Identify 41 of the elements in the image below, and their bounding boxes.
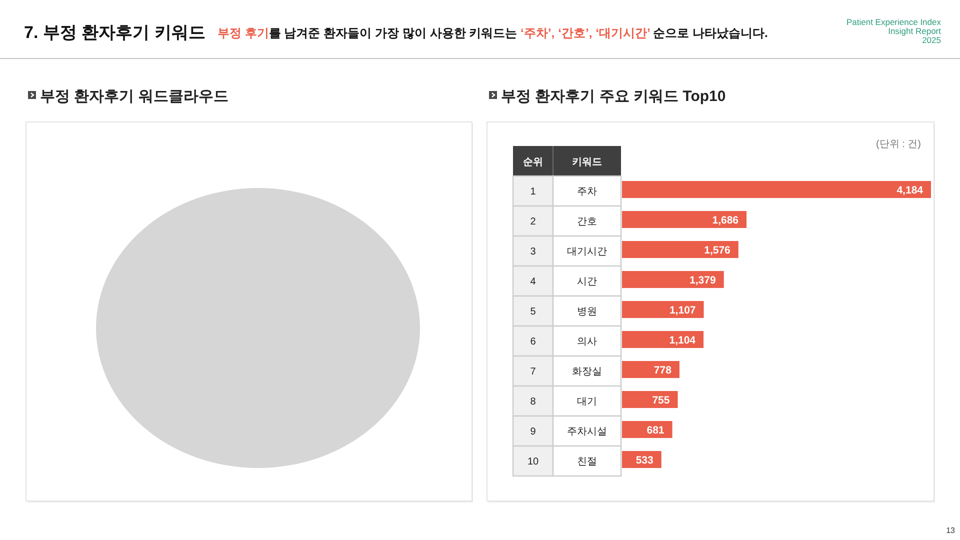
data-label: 755 xyxy=(652,394,670,406)
y2-tick-label: 6 xyxy=(530,336,536,348)
y2-tick-label: 8 xyxy=(530,396,536,408)
y-tick-label: 간호 xyxy=(577,216,597,228)
y2-tick-label: 9 xyxy=(530,426,536,438)
text: Patient Experience Index xyxy=(846,17,942,27)
data-label: 533 xyxy=(636,454,654,466)
y-tick-label: 주차 xyxy=(577,186,597,198)
text: 7. 부정 환자후기 키워드 xyxy=(24,23,206,42)
y2-tick-label: 4 xyxy=(530,276,536,288)
text: (단위 : 건) xyxy=(876,139,921,150)
data-label: 681 xyxy=(646,424,664,436)
y-tick-label: 병원 xyxy=(577,306,597,318)
y-tick-label: 화장실 xyxy=(572,366,602,378)
y2-tick-label: 5 xyxy=(530,306,536,318)
y-tick-label: 친절 xyxy=(577,456,597,468)
data-label: 1,686 xyxy=(712,214,739,226)
y2-tick-label: 1 xyxy=(530,186,536,198)
text: 2025 xyxy=(922,35,942,45)
data-label: 1,104 xyxy=(669,334,696,346)
text: 부정 후기를 남겨준 환자들이 가장 많이 사용한 키워드는 ‘주차’, ‘간호’, ‘대기시간’ 순으로 나타났습니다. xyxy=(217,26,768,40)
data-label: 1,379 xyxy=(690,274,716,286)
y2-tick-label: 3 xyxy=(530,246,536,258)
data-label: 4,184 xyxy=(896,184,924,196)
data-label: 1,576 xyxy=(704,244,731,256)
y-tick-label: 의사 xyxy=(577,336,597,348)
y2-tick-label: 7 xyxy=(530,366,536,378)
data-label: 778 xyxy=(654,364,672,376)
y-tick-label: 대기 xyxy=(577,396,597,408)
text: 순위 xyxy=(523,157,543,168)
y-tick-label: 대기시간 xyxy=(567,246,607,258)
y2-tick-label: 2 xyxy=(530,216,536,228)
text: 부정 환자후기 워드클라우드 xyxy=(40,88,228,105)
text: 13 xyxy=(946,526,956,535)
text: Insight Report xyxy=(888,26,942,36)
y2-tick-label: 10 xyxy=(527,456,539,468)
y-axis-title: 키워드 xyxy=(572,157,602,168)
y-tick-label: 주차시설 xyxy=(567,426,607,438)
chart-title: 부정 환자후기 주요 키워드 Top10 xyxy=(501,88,726,105)
y-tick-label: 시간 xyxy=(577,276,597,288)
data-label: 1,107 xyxy=(669,304,696,316)
